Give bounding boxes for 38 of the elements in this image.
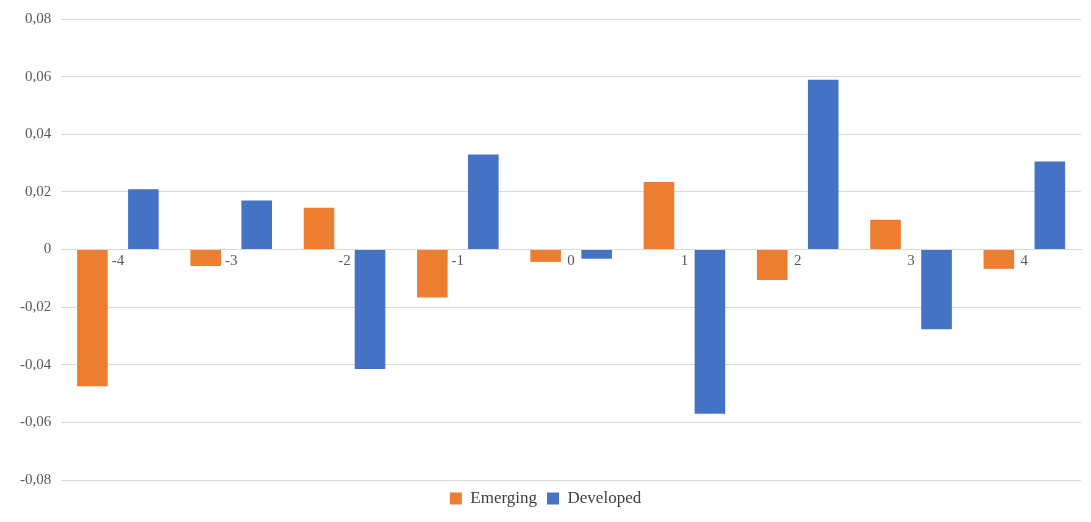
bar [417,250,448,298]
y-tick-label: 0,04 [25,125,52,142]
x-tick-label: -2 [338,252,351,269]
y-tick-label: -0,08 [20,470,52,487]
bar [190,250,222,266]
bar [643,182,675,249]
x-tick-label: 1 [680,252,689,269]
bar [303,207,335,249]
bar [756,250,788,281]
bar [870,219,901,249]
y-tick-label: 0,06 [25,67,52,84]
y-tick-label: -0,04 [20,355,52,372]
x-tick-label: 0 [567,252,575,269]
legend-label: Emerging [470,487,538,507]
bar [1034,161,1066,249]
y-tick-label: -0,06 [20,413,52,430]
bar [807,79,839,249]
bar [530,250,561,262]
x-tick-label: -3 [224,252,238,269]
bar [354,250,386,370]
bar [468,154,499,249]
x-tick-label: -1 [451,252,465,269]
bar [983,250,1015,269]
y-tick-label: 0,02 [25,182,52,199]
x-tick-label: 3 [907,252,915,269]
y-tick-label: 0 [43,240,52,257]
bar [694,250,726,414]
x-tick-label: 2 [793,252,802,269]
bar [241,200,272,249]
legend-label: Developed [567,487,642,507]
x-tick-label: 4 [1020,252,1029,269]
bar [581,250,612,259]
bar [921,250,952,330]
bar [128,189,159,249]
y-tick-label: 0,08 [25,9,52,26]
y-tick-label: -0,02 [20,298,52,315]
bar [77,250,108,387]
x-tick-label: -4 [111,252,125,269]
